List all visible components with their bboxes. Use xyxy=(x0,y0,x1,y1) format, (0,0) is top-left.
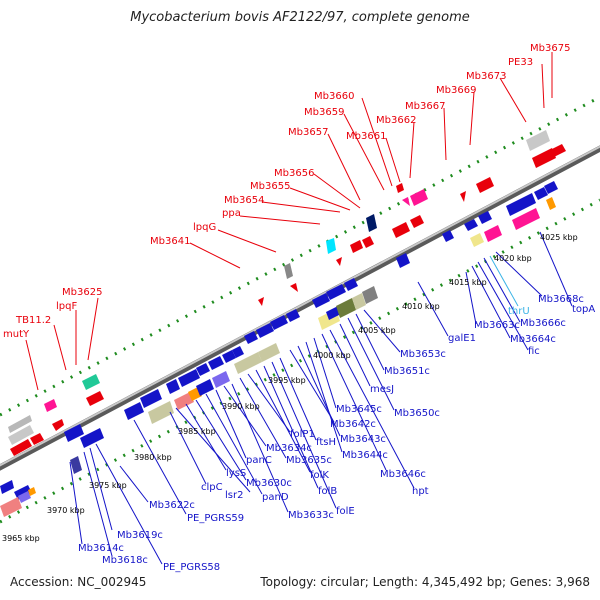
scale-label-4020: 4020 kbp xyxy=(494,254,532,263)
forward-gene-features xyxy=(8,130,566,456)
gene-label: Mb3675 xyxy=(530,43,570,54)
gene-label: fic xyxy=(528,346,540,357)
gene-label: Mb3643c xyxy=(340,434,386,445)
gene-label: lsr2 xyxy=(225,490,243,501)
gene-label: galE1 xyxy=(448,333,476,344)
scale-label-4000: 4000 kbp xyxy=(313,351,351,360)
scale-label-3985: 3985 kbp xyxy=(178,427,216,436)
gene-label: Mb3635c xyxy=(286,455,332,466)
gene-label: Mb3622c xyxy=(149,500,195,511)
reverse-gene-features xyxy=(0,181,558,517)
gene-label: Mb3673 xyxy=(466,71,506,82)
gene-label: Mb3655 xyxy=(250,181,290,192)
scale-label-4015: 4015 kbp xyxy=(449,278,487,287)
reverse-gene-labels: Mb3614c Mb3618c Mb3619c PE_PGRS58 Mb3622… xyxy=(78,294,595,573)
rna-gene-labels: thrU xyxy=(508,306,530,317)
scale-label-3965: 3965 kbp xyxy=(2,534,40,543)
gene-label: Mb3614c xyxy=(78,543,124,554)
gene-label: Mb3634c xyxy=(266,443,312,454)
gene-label: PE_PGRS59 xyxy=(187,513,244,524)
gene-label: ppa xyxy=(222,208,241,219)
gene-label: panC xyxy=(246,455,272,466)
gene-label: Mb3630c xyxy=(246,478,292,489)
gene-label: Mb3661 xyxy=(346,131,386,142)
gene-label: Mb3662 xyxy=(376,115,416,126)
gene-label: Mb3654 xyxy=(224,195,264,206)
scale-label-3975: 3975 kbp xyxy=(89,481,127,490)
map-title: Mycobacterium bovis AF2122/97, complete … xyxy=(130,10,470,25)
scale-label-3980: 3980 kbp xyxy=(134,453,172,462)
gene-label: Mb3633c xyxy=(288,510,334,521)
gene-label: Mb3669 xyxy=(436,85,476,96)
genome-backbone xyxy=(0,145,600,471)
gene-label: Mb3656 xyxy=(274,168,314,179)
gene-label: mesJ xyxy=(370,384,394,395)
gene-label: Mb3657 xyxy=(288,127,328,138)
gene-label: clpC xyxy=(201,482,223,493)
gene-label: Mb3641 xyxy=(150,236,190,247)
gene-label: hpt xyxy=(412,486,429,497)
gene-label: mutY xyxy=(3,329,30,340)
gene-label: Mb3660 xyxy=(314,91,354,102)
gene-label: Mb3664c xyxy=(510,334,556,345)
gene-label: Mb3651c xyxy=(384,366,430,377)
gene-label: folP1 xyxy=(290,429,315,440)
gene-label: thrU xyxy=(508,306,530,317)
gene-label: Mb3646c xyxy=(380,469,426,480)
gene-label: Mb3666c xyxy=(520,318,566,329)
gene-label: lpqF xyxy=(56,301,77,312)
gene-label: ftsH xyxy=(316,437,336,448)
scale-label-3995: 3995 kbp xyxy=(268,376,306,385)
forward-gene-labels: mutY TB11.2 lpqF Mb3625 Mb3641 lpqG ppa … xyxy=(3,43,570,340)
gene-label: Mb3663c xyxy=(474,320,520,331)
accession-text: Accession: NC_002945 xyxy=(10,575,147,589)
gene-label: topA xyxy=(572,304,595,315)
gene-label: lysS xyxy=(226,468,246,479)
gene-label: Mb3625 xyxy=(62,287,102,298)
gene-label: lpqG xyxy=(193,222,216,233)
topology-text: Topology: circular; Length: 4,345,492 bp… xyxy=(260,575,590,589)
scale-label-3970: 3970 kbp xyxy=(47,506,85,515)
gene-label: folB xyxy=(318,486,337,497)
gene-label: Mb3667 xyxy=(405,101,445,112)
gene-label: Mb3650c xyxy=(394,408,440,419)
kbp-scale-labels: 3965 kbp 3970 kbp 3975 kbp 3980 kbp 3985… xyxy=(2,233,578,543)
gene-label: folE xyxy=(336,506,355,517)
gene-label: PE33 xyxy=(508,57,533,68)
gene-label: panD xyxy=(262,492,289,503)
label-connectors xyxy=(25,52,573,565)
gene-label: folK xyxy=(310,470,329,481)
gene-label: Mb3645c xyxy=(336,404,382,415)
gene-label: PE_PGRS58 xyxy=(163,562,220,573)
scale-label-4010: 4010 kbp xyxy=(402,302,440,311)
gene-label: Mb3668c xyxy=(538,294,584,305)
gene-label: Mb3644c xyxy=(342,450,388,461)
gene-label: Mb3618c xyxy=(102,555,148,566)
gene-label: Mb3659 xyxy=(304,107,344,118)
gene-label: Mb3653c xyxy=(400,349,446,360)
scale-label-4025: 4025 kbp xyxy=(540,233,578,242)
scale-label-3990: 3990 kbp xyxy=(222,402,260,411)
gene-label: TB11.2 xyxy=(15,315,51,326)
gene-label: Mb3642c xyxy=(330,419,376,430)
gene-label: Mb3619c xyxy=(117,530,163,541)
lower-tick-track xyxy=(0,198,600,524)
scale-label-4005: 4005 kbp xyxy=(358,326,396,335)
